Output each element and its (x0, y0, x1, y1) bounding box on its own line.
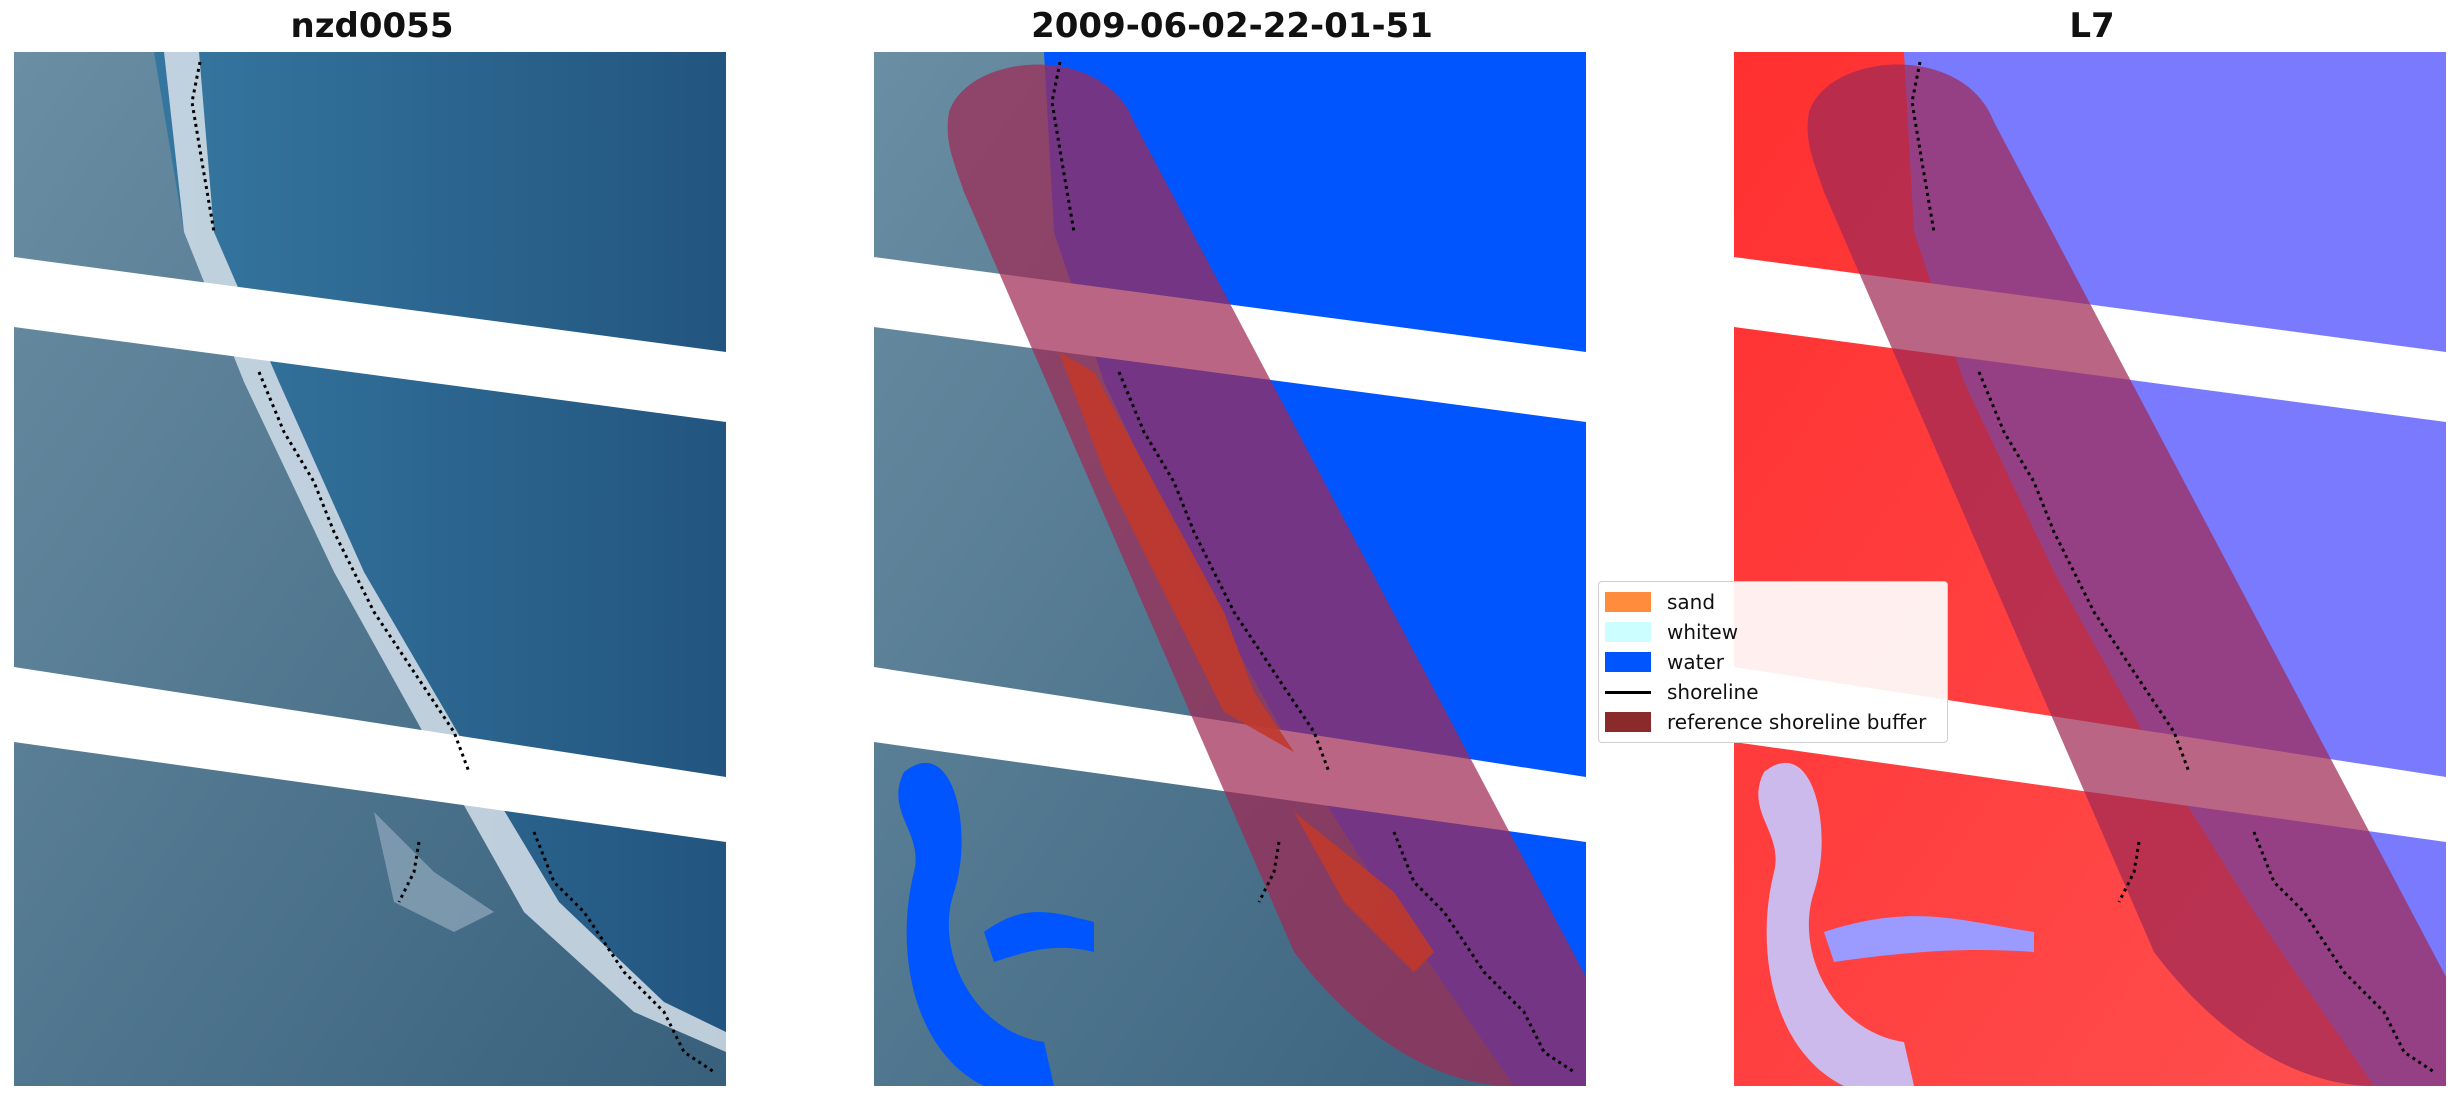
panel-title-classified: 2009-06-02-22-01-51 (1031, 6, 1433, 46)
legend-label: whitew (1667, 620, 1739, 644)
shoreline (397, 841, 421, 903)
shoreline (1910, 61, 1936, 233)
shoreline (2117, 841, 2141, 903)
sand-class (1059, 352, 1294, 752)
reference-shoreline-buffer (1807, 64, 2446, 1086)
index-image (1734, 52, 2446, 1086)
panel-title-rgb: nzd0055 (290, 6, 454, 46)
reference-shoreline-buffer (947, 64, 1586, 1086)
classified-image (874, 52, 1586, 1086)
legend-label: reference shoreline buffer (1667, 710, 1927, 734)
shoreline (190, 61, 216, 233)
legend-item-sand: sand (1605, 588, 1715, 616)
buffer-swatch (1605, 712, 1651, 732)
legend-item-buffer: reference shoreline buffer (1605, 708, 1926, 736)
shoreline-swatch (1605, 690, 1651, 694)
legend-label: shoreline (1667, 680, 1759, 704)
data-gap-stripe (14, 667, 726, 842)
data-gap-stripe (14, 257, 726, 422)
shoreline (1050, 61, 1076, 233)
rgb-satellite-image (14, 52, 726, 1086)
whitewater-swatch (1605, 622, 1651, 642)
river-water-class (898, 762, 1054, 1086)
legend-label: sand (1667, 590, 1716, 614)
legend-item-shoreline: shoreline (1605, 678, 1759, 706)
shoreline (1257, 841, 1281, 903)
legend-label: water (1667, 650, 1724, 674)
legend-item-whitewater: whitew (1605, 618, 1738, 646)
legend-item-water: water (1605, 648, 1724, 676)
sand-class (1294, 812, 1434, 972)
legend: sand whitew water shoreline reference sh… (1598, 581, 1948, 743)
water-swatch (1605, 652, 1651, 672)
sand-swatch (1605, 592, 1651, 612)
panel-title-index: L7 (2069, 6, 2115, 46)
